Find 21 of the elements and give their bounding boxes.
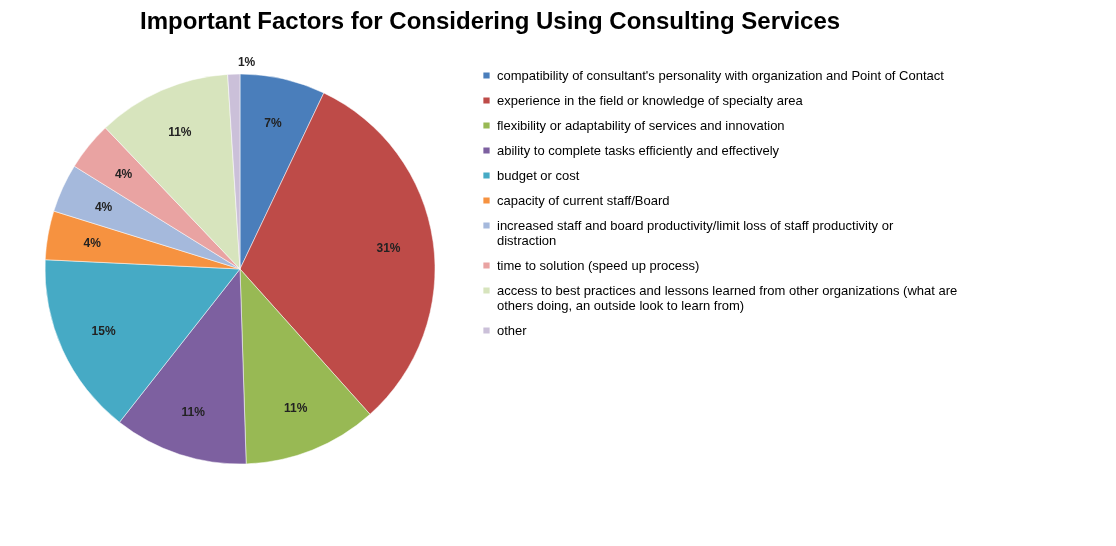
legend-label: ability to complete tasks efficiently and effectively <box>497 142 780 158</box>
legend-label: capacity of current staff/Board <box>497 192 670 208</box>
data-label: 31% <box>376 240 401 255</box>
data-label: 15% <box>91 324 116 339</box>
data-label: 11% <box>181 404 206 419</box>
data-label: 1% <box>237 55 256 70</box>
data-label: 11% <box>284 401 308 416</box>
data-label: 11% <box>168 124 192 139</box>
legend-label: time to solution (speed up process) <box>497 257 700 273</box>
legend-label: increased staff and board productivity/limit loss of staff productivity or distraction <box>497 217 894 248</box>
chart-title: Important Factors for Considering Using Consulting Services <box>140 7 841 35</box>
legend-label: budget or cost <box>497 167 580 183</box>
legend-label: compatibility of consultant's personality with organization and Point of Contact <box>497 67 945 83</box>
data-label: 4% <box>94 199 113 214</box>
data-label: 4% <box>83 235 102 250</box>
legend-label: other <box>497 322 528 338</box>
legend-label: flexibility or adaptability of services and innovation <box>497 117 785 133</box>
data-label: 7% <box>264 115 283 130</box>
legend-label: experience in the field or knowledge of specialty area <box>497 92 804 108</box>
data-label: 4% <box>114 167 133 182</box>
legend-label: access to best practices and lessons learned from other organizations (what are others doing, an outside look to learn from) <box>497 282 958 313</box>
